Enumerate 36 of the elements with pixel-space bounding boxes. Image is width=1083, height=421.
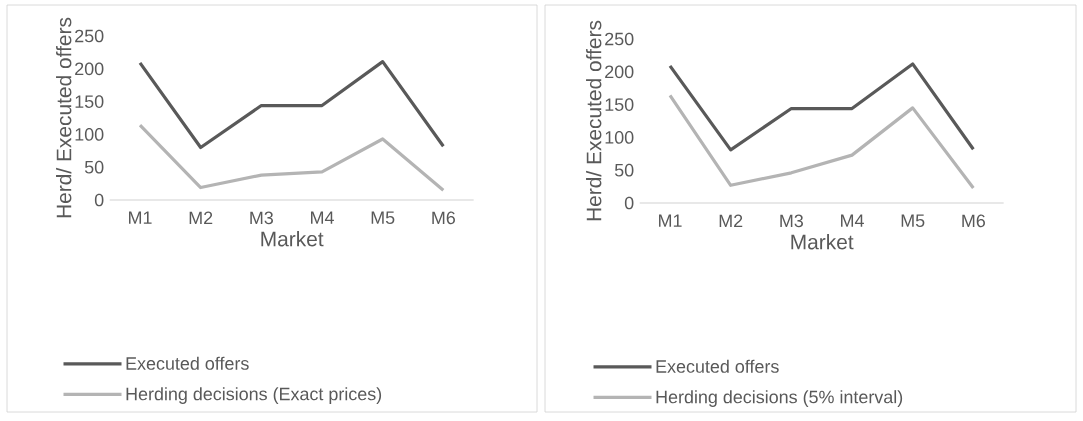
- y-tick-label: 0: [94, 193, 104, 207]
- x-tick-label: M5: [901, 214, 925, 228]
- x-tick-label: M2: [719, 214, 743, 228]
- x-tick-label: M4: [311, 211, 334, 224]
- y-axis-title: Herd/ Executed offers: [586, 20, 602, 221]
- x-tick-label: M6: [962, 214, 986, 228]
- x-tick-label: M4: [841, 214, 864, 227]
- legend-label: Executed offers: [656, 359, 779, 373]
- legend-label: Executed offers: [126, 356, 249, 370]
- x-tick-label: M3: [780, 214, 804, 228]
- y-tick-label: 100: [605, 131, 634, 144]
- y-tick-label: 200: [75, 62, 104, 76]
- y-tick-label: 150: [605, 98, 634, 111]
- x-tick-label: M3: [250, 211, 274, 225]
- line-series: [138, 123, 445, 192]
- y-tick-label: 250: [75, 29, 104, 43]
- y-tick-label: 0: [624, 196, 634, 210]
- legend-label: Herding decisions (5% interval): [656, 390, 903, 407]
- line-series: [138, 59, 445, 150]
- y-tick-label: 100: [75, 128, 104, 141]
- x-axis-title: Market: [791, 234, 854, 250]
- x-tick-label: M2: [189, 211, 213, 225]
- x-tick-label: M1: [129, 211, 152, 224]
- x-axis-title: Market: [261, 231, 324, 247]
- x-tick-label: M6: [432, 211, 456, 225]
- x-tick-label: M5: [371, 211, 395, 225]
- y-tick-label: 50: [614, 163, 634, 177]
- line-series: [668, 93, 975, 190]
- y-axis-title: Herd/ Executed offers: [56, 17, 72, 218]
- x-tick-label: M1: [659, 214, 682, 227]
- legend-label: Herding decisions (Exact prices): [126, 387, 382, 404]
- y-tick-label: 50: [84, 160, 104, 174]
- y-tick-label: 250: [605, 32, 634, 46]
- y-tick-label: 150: [75, 95, 104, 108]
- line-series: [668, 62, 975, 152]
- y-tick-label: 200: [605, 65, 634, 79]
